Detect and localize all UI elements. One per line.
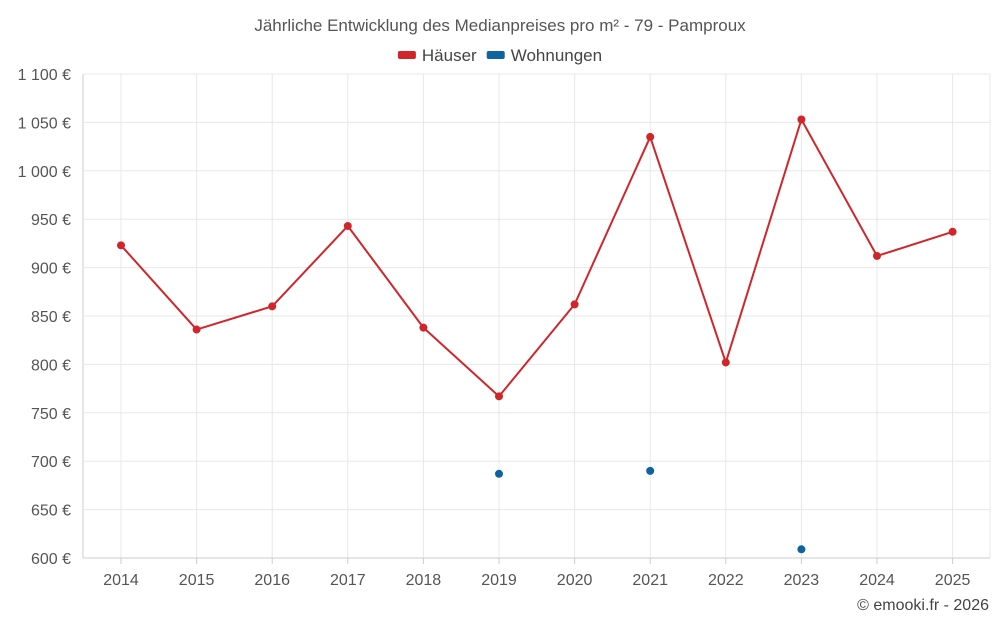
x-tick-label: 2017 (330, 572, 366, 589)
series-line-segment (195, 305, 274, 331)
y-tick-label: 850 € (31, 309, 71, 326)
y-tick-label: 950 € (31, 212, 71, 229)
x-tick-label: 2021 (632, 572, 668, 589)
horizontal-gridlines (83, 73, 990, 559)
data-point-haeuser-2022[interactable] (721, 358, 730, 367)
x-tick-label: 2019 (481, 572, 517, 589)
y-tick-label: 650 € (31, 503, 71, 520)
x-tick-label: 2022 (708, 572, 744, 589)
data-point-wohnungen-2019[interactable] (495, 469, 503, 478)
y-axis-tick-labels: 600 € 650 € 700 € 750 € 800 € 850 € 900 € 950 €… (18, 67, 71, 568)
data-point-haeuser-2016[interactable] (268, 302, 277, 311)
y-tick-label: 1 100 € (18, 67, 71, 84)
data-point-haeuser-2023[interactable] (797, 115, 806, 124)
data-point-haeuser-2017[interactable] (343, 221, 352, 230)
data-point-haeuser-2025[interactable] (948, 227, 957, 236)
y-tick-label: 700 € (31, 454, 71, 471)
y-tick-label: 750 € (31, 406, 71, 423)
data-point-haeuser-2015[interactable] (192, 325, 201, 334)
y-tick-label: 1 050 € (18, 115, 71, 132)
x-axis-tick-labels: 2014 2015 2016 2017 2018 2019 2020 2021 2022 2023… (103, 558, 970, 589)
legend-item-haeuser[interactable]: Häuser (397, 46, 477, 65)
x-tick-label: 2024 (859, 572, 895, 589)
chart-title: Jährliche Entwicklung des Medianpreises … (254, 16, 746, 35)
data-point-wohnungen-2021[interactable] (646, 466, 655, 475)
y-tick-label: 1 000 € (18, 164, 71, 181)
x-tick-label: 2016 (254, 572, 290, 589)
series-line-segment (271, 224, 349, 308)
data-point-haeuser-2018[interactable] (419, 323, 428, 332)
x-tick-label: 2023 (784, 572, 820, 589)
x-tick-label: 2020 (557, 572, 593, 589)
legend-item-wohnungen[interactable]: Wohnungen (486, 46, 602, 65)
series-haeuser (117, 115, 957, 401)
x-tick-label: 2018 (406, 572, 442, 589)
y-tick-label: 900 € (31, 261, 71, 278)
legend-swatch (486, 51, 505, 59)
data-point-haeuser-2014[interactable] (117, 241, 125, 250)
series-line-segment (120, 244, 198, 331)
series-line-segment (422, 326, 500, 398)
series-line-segment (724, 118, 803, 364)
legend: Häuser Wohnungen (397, 46, 602, 65)
series-line-segment (800, 118, 878, 257)
data-point-haeuser-2020[interactable] (570, 300, 579, 309)
series-line-segment (346, 224, 425, 329)
x-tick-label: 2015 (179, 572, 215, 589)
series-line-segment (573, 135, 652, 306)
data-point-haeuser-2019[interactable] (495, 392, 503, 401)
x-tick-label: 2025 (935, 572, 971, 589)
legend-swatch (397, 51, 416, 59)
y-tick-label: 600 € (31, 551, 71, 568)
legend-label: Wohnungen (511, 46, 602, 65)
x-tick-label: 2014 (103, 572, 139, 589)
copyright-credit: © emooki.fr - 2026 (857, 597, 989, 614)
data-point-haeuser-2021[interactable] (646, 132, 655, 141)
data-point-wohnungen-2023[interactable] (797, 545, 806, 554)
series-line-segment (876, 230, 954, 257)
series-line-segment (649, 135, 727, 364)
legend-label: Häuser (422, 46, 477, 65)
series-wohnungen (495, 466, 806, 554)
y-tick-label: 800 € (31, 357, 71, 374)
series-line-segment (498, 303, 576, 398)
series-layer (117, 115, 957, 554)
data-point-haeuser-2024[interactable] (873, 251, 881, 260)
